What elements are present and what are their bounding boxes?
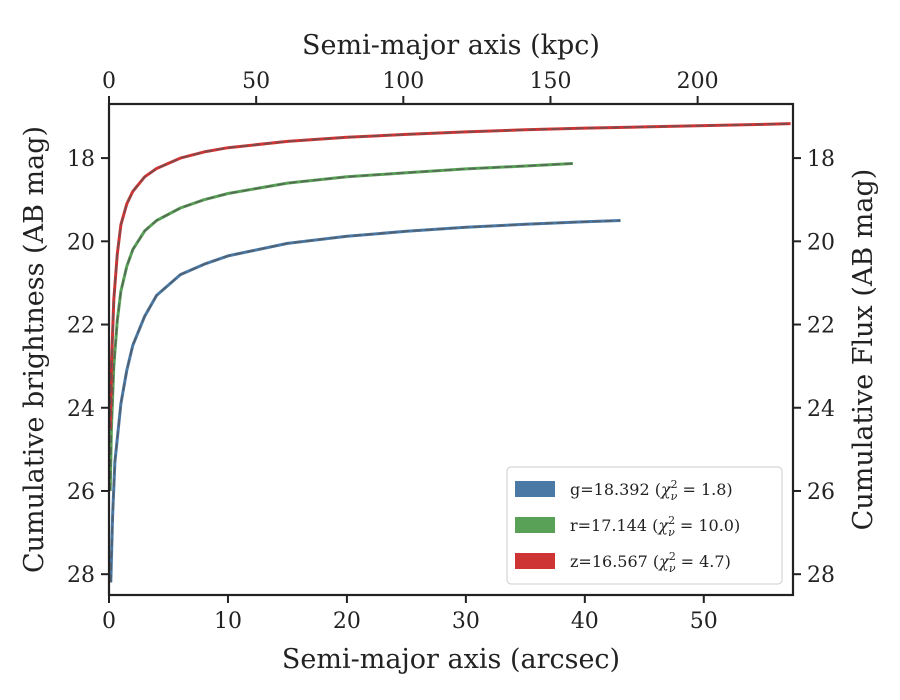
series-model-line-1 bbox=[109, 162, 573, 492]
series-line-1 bbox=[108, 162, 573, 492]
legend-entry: z=16.567 (χ2 ν = 4.7) bbox=[570, 550, 731, 575]
y-right-axis-label: Cumulative Flux (AB mag) bbox=[848, 169, 879, 531]
x-top-tick-label: 50 bbox=[242, 69, 270, 94]
x-top-axis-label: Semi-major axis (kpc) bbox=[302, 30, 600, 61]
x-axis-label: Semi-major axis (arcsec) bbox=[282, 644, 620, 675]
y-right-tick-label: 22 bbox=[807, 314, 835, 339]
plot-frame bbox=[107, 102, 795, 597]
y-tick-label: 26 bbox=[67, 480, 95, 505]
x-tick-label: 40 bbox=[571, 609, 599, 634]
y-right-tick-label: 28 bbox=[807, 563, 835, 588]
x-top-tick-label: 150 bbox=[529, 69, 571, 94]
x-tick-label: 20 bbox=[333, 609, 361, 634]
x-top-tick-label: 100 bbox=[382, 69, 424, 94]
legend-box bbox=[506, 466, 783, 585]
legend-swatch bbox=[515, 517, 555, 533]
x-tick-label: 50 bbox=[690, 609, 718, 634]
y-right-tick-label: 24 bbox=[807, 397, 835, 422]
legend-swatch bbox=[515, 553, 555, 569]
plot-area bbox=[108, 122, 791, 583]
x-tick-label: 30 bbox=[452, 609, 480, 634]
legend-entry: g=18.392 (χ2 ν = 1.8) bbox=[570, 478, 733, 503]
y-tick-label: 20 bbox=[67, 230, 95, 255]
series-model-line-2 bbox=[109, 122, 791, 429]
x-top-tick-label: 0 bbox=[102, 69, 116, 94]
y-right-tick-label: 20 bbox=[807, 230, 835, 255]
y-right-tick-label: 18 bbox=[807, 147, 835, 172]
x-top-tick-label: 200 bbox=[677, 69, 719, 94]
y-tick-label: 22 bbox=[67, 314, 95, 339]
series-model-line-0 bbox=[110, 219, 621, 583]
y-tick-label: 28 bbox=[67, 563, 95, 588]
x-tick-label: 0 bbox=[102, 609, 116, 634]
legend-swatch bbox=[515, 481, 555, 497]
y-tick-label: 18 bbox=[67, 147, 95, 172]
y-axis-label: Cumulative brightness (AB mag) bbox=[19, 126, 50, 573]
legend: g=18.392 (χ2 ν = 1.8) r=17.144 (χ2 ν = 10.0… bbox=[506, 466, 783, 585]
x-tick-label: 10 bbox=[214, 609, 242, 634]
axis-ticks: 0 10 20 30 40 50 0 50 100 150 200 18 18 20 20 22 22 24 24 2… bbox=[67, 69, 835, 634]
y-right-tick-label: 26 bbox=[807, 480, 835, 505]
legend-entry: r=17.144 (χ2 ν = 10.0) bbox=[570, 514, 740, 539]
y-tick-label: 24 bbox=[67, 397, 95, 422]
